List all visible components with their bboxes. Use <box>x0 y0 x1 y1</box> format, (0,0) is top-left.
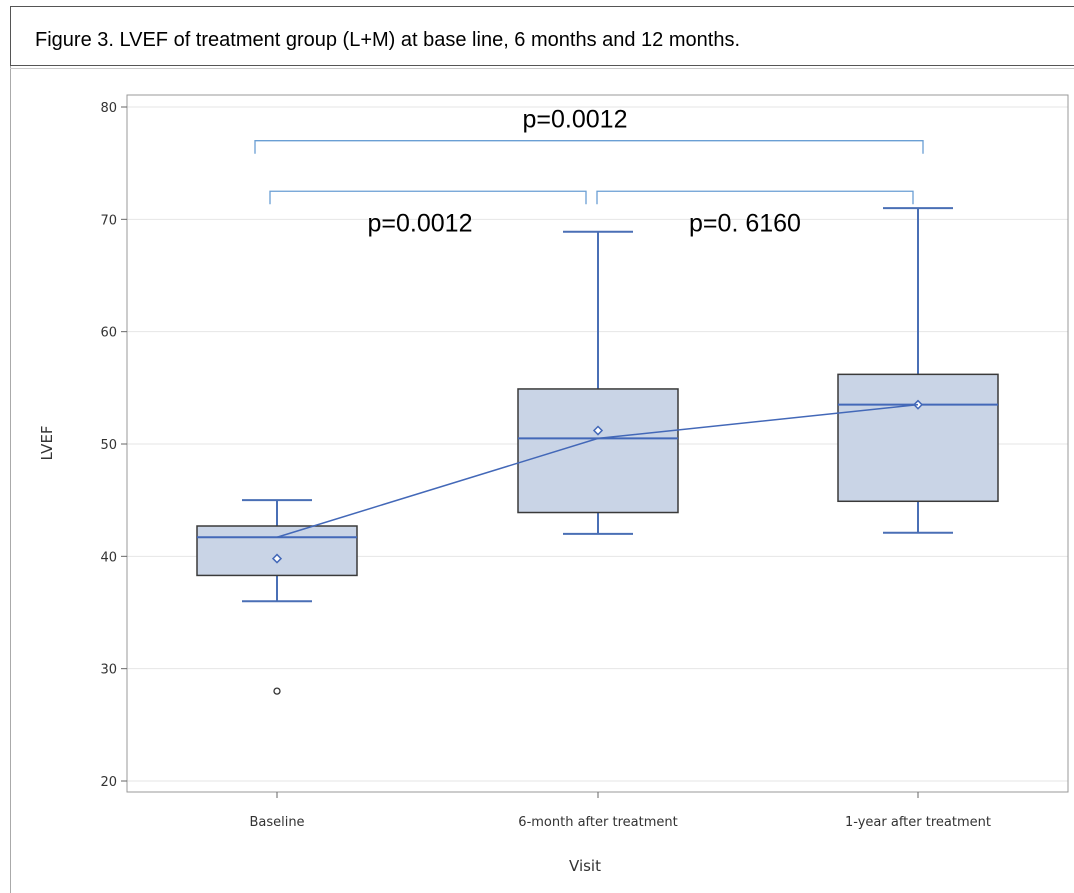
p-value-label: p=0. 6160 <box>689 209 801 237</box>
y-tick-label: 20 <box>100 775 117 790</box>
annotation-layer: p=0.0012 p=0.0012 p=0. 6160 <box>254 106 924 237</box>
x-tick-label: 6-month after treatment <box>518 815 677 830</box>
outlier-point <box>273 687 281 695</box>
significance-bracket-2: p=0.0012 <box>269 190 587 237</box>
significance-bracket-1: p=0.0012 <box>254 106 924 154</box>
y-axis-title: LVEF <box>38 425 56 460</box>
x-tick-label: Baseline <box>249 815 304 830</box>
y-tick-label: 30 <box>100 663 117 678</box>
figure-caption-box: Figure 3. LVEF of treatment group (L+M) … <box>10 6 1074 66</box>
mean-marker <box>592 425 604 436</box>
bracket-line <box>596 190 914 205</box>
y-tick-label: 80 <box>100 101 117 116</box>
p-value-label: p=0.0012 <box>523 106 628 134</box>
box-1 <box>196 499 358 695</box>
box-iqr <box>517 388 679 514</box>
box-iqr <box>837 373 999 503</box>
y-tick-label: 70 <box>100 213 117 228</box>
bracket-line <box>269 190 587 205</box>
bracket-line <box>254 140 924 154</box>
y-tick-label: 50 <box>100 438 117 453</box>
box-3 <box>837 207 999 534</box>
x-axis-title: Visit <box>569 857 601 875</box>
y-tick-label: 40 <box>100 550 117 565</box>
trend-line-layer <box>276 403 919 538</box>
box-iqr <box>196 525 358 577</box>
frame-top-rule <box>10 68 1074 69</box>
box-2 <box>517 230 679 535</box>
figure-caption: Figure 3. LVEF of treatment group (L+M) … <box>35 29 740 51</box>
significance-bracket-3: p=0. 6160 <box>596 190 914 237</box>
y-tick-label: 60 <box>100 326 117 341</box>
x-tick-label: 1-year after treatment <box>845 815 991 830</box>
p-value-label: p=0.0012 <box>368 209 473 237</box>
x-axis: Baseline 6-month after treatment 1-year af… <box>249 792 991 830</box>
y-axis: 20 30 40 50 60 70 80 <box>100 101 127 790</box>
median-trend-line <box>276 403 919 538</box>
mean-marker <box>271 553 283 564</box>
box-layer <box>196 207 999 695</box>
